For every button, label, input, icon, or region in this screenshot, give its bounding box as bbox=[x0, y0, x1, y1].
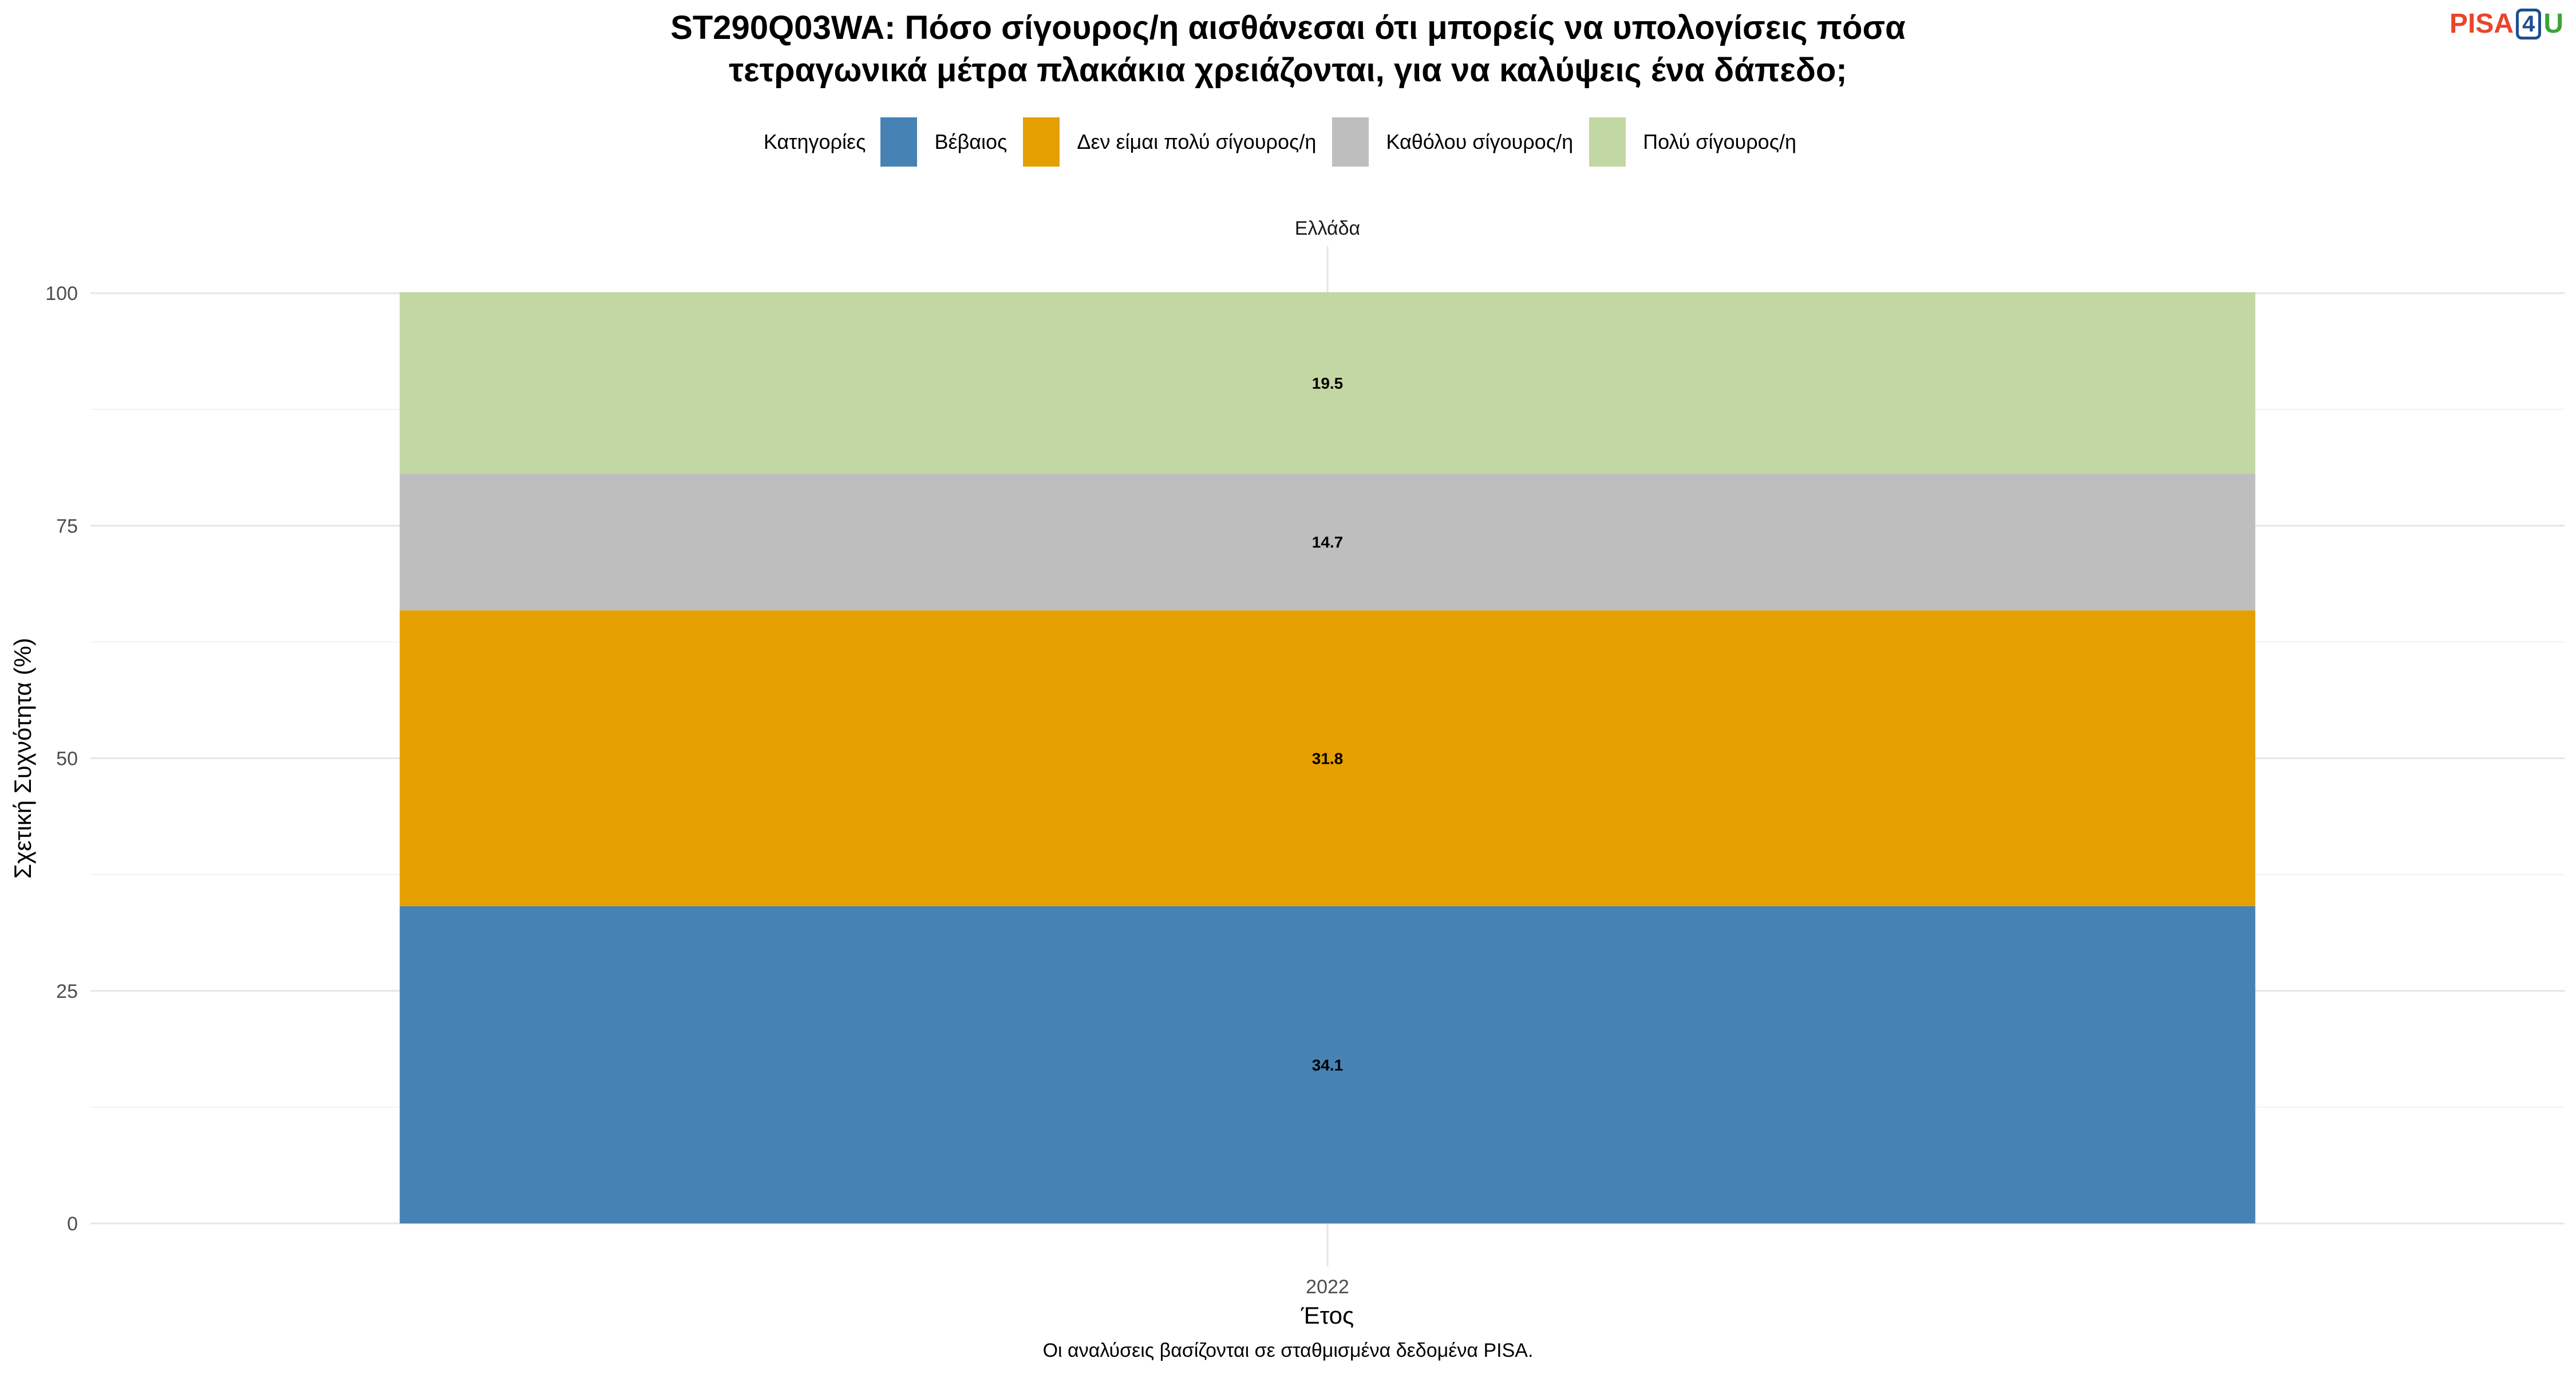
bar-segment bbox=[400, 473, 2255, 611]
caption: Οι αναλύσεις βασίζονται σε σταθμισμένα δ… bbox=[1042, 1340, 1534, 1361]
legend-swatch bbox=[880, 117, 918, 167]
pisa4u-logo: PISA 4 U bbox=[2449, 8, 2563, 40]
x-axis-title: Έτος bbox=[1301, 1302, 1354, 1329]
legend-item: Καθόλου σίγουρος/η bbox=[1332, 117, 1573, 167]
legend-item: Πολύ σίγουρος/η bbox=[1589, 117, 1796, 167]
y-tick-label: 25 bbox=[56, 981, 78, 1002]
y-tick-label: 75 bbox=[56, 515, 78, 537]
facet-label: Ελλάδα bbox=[1295, 218, 1360, 239]
data-label: 34.1 bbox=[1312, 1056, 1344, 1074]
logo-text-pisa: PISA bbox=[2449, 9, 2514, 39]
legend-swatch bbox=[1332, 117, 1369, 167]
legend-label: Βέβαιος bbox=[934, 130, 1008, 153]
data-label: 31.8 bbox=[1312, 750, 1344, 768]
legend-item: Δεν είμαι πολύ σίγουρος/η bbox=[1023, 117, 1316, 167]
logo-text-four: 4 bbox=[2516, 8, 2542, 40]
y-tick-label: 100 bbox=[45, 283, 78, 305]
y-tick-label: 0 bbox=[67, 1213, 78, 1235]
x-tick-label: 2022 bbox=[1306, 1276, 1349, 1298]
legend-swatch bbox=[1589, 117, 1626, 167]
legend-item: Βέβαιος bbox=[880, 117, 1007, 167]
bar-segment bbox=[400, 610, 2255, 906]
legend-label: Δεν είμαι πολύ σίγουρος/η bbox=[1077, 130, 1317, 153]
data-label: 14.7 bbox=[1312, 534, 1344, 551]
y-tick-label: 50 bbox=[56, 748, 78, 770]
bar-segment bbox=[400, 906, 2255, 1223]
chart-title-line-2: τετραγωνικά μέτρα πλακάκια χρειάζονται, … bbox=[729, 52, 1847, 89]
legend-label: Πολύ σίγουρος/η bbox=[1643, 130, 1797, 153]
chart-title-line-1: ST290Q03WA: Πόσο σίγουρος/η αισθάνεσαι ό… bbox=[670, 9, 1906, 46]
y-axis-title: Σχετική Συχνότητα (%) bbox=[9, 638, 36, 879]
legend-label: Καθόλου σίγουρος/η bbox=[1386, 130, 1574, 153]
data-label: 19.5 bbox=[1312, 374, 1344, 392]
chart-title: ST290Q03WA: Πόσο σίγουρος/η αισθάνεσαι ό… bbox=[0, 7, 2576, 92]
legend-swatch bbox=[1023, 117, 1060, 167]
bar-segment bbox=[400, 292, 2255, 474]
logo-text-u: U bbox=[2543, 9, 2563, 39]
legend-title: Κατηγορίες bbox=[763, 130, 866, 153]
legend: Κατηγορίες Βέβαιος Δεν είμαι πολύ σίγουρο… bbox=[0, 117, 2576, 167]
